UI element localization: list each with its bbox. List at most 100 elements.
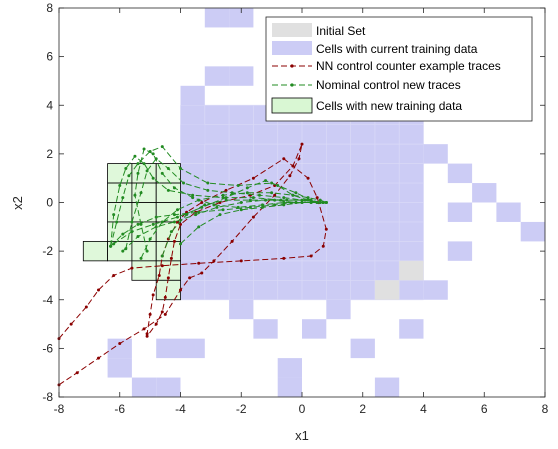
y-tick-label: 8	[46, 1, 53, 15]
nominal-trace-point	[197, 225, 201, 229]
nominal-trace-point	[130, 230, 134, 234]
nominal-trace-point	[300, 201, 304, 204]
nn-trace-point	[118, 342, 122, 346]
nominal-trace-line	[122, 199, 327, 252]
nn-trace-point	[69, 322, 73, 326]
nn-trace-point	[96, 356, 100, 360]
nn-trace-point	[163, 295, 167, 299]
nominal-trace-point	[160, 171, 164, 175]
nn-trace-point	[297, 157, 301, 161]
legend-label-nominal-traces: Nominal control new traces	[316, 78, 461, 92]
nn-trace-point	[179, 288, 182, 292]
legend: Initial Set Cells with current training …	[265, 16, 533, 122]
nn-trace-point	[251, 215, 255, 219]
nn-trace-point	[321, 244, 325, 248]
current-cell	[399, 319, 424, 339]
nn-trace-point	[154, 322, 158, 326]
nominal-trace-point	[276, 183, 280, 187]
current-cell	[107, 338, 132, 359]
nn-trace-line	[58, 158, 327, 339]
nn-trace-point	[179, 222, 182, 226]
nn-trace-point	[300, 142, 304, 146]
nominal-trace-line	[161, 199, 324, 257]
nominal-trace-point	[245, 186, 249, 190]
nominal-trace-point	[309, 201, 313, 204]
legend-swatch-initial-set	[272, 23, 312, 37]
nominal-trace-point	[142, 147, 146, 151]
nominal-trace-point	[145, 249, 149, 253]
nominal-trace-point	[318, 198, 322, 202]
nominal-trace-point	[166, 188, 170, 192]
nn-trace-point	[148, 312, 152, 316]
nominal-trace-point	[121, 196, 125, 200]
nominal-trace-point	[160, 254, 164, 258]
nominal-trace-point	[294, 191, 298, 195]
y-axis-ticks: 8 6 4 2 0 -2 -4 -6 -8	[42, 1, 545, 404]
initial-set-cells	[374, 260, 424, 300]
nominal-trace-point	[224, 198, 228, 202]
nominal-trace-point	[124, 166, 128, 170]
nominal-trace-point	[264, 179, 268, 183]
nominal-trace-point	[206, 188, 210, 192]
current-cell	[326, 299, 351, 320]
current-cell	[131, 377, 157, 397]
nominal-trace-point	[194, 213, 198, 217]
nominal-trace-point	[109, 244, 113, 248]
nominal-trace-line	[134, 148, 327, 252]
nominal-trace-point	[191, 193, 195, 197]
nn-trace-point	[239, 259, 243, 263]
nn-trace-point	[160, 264, 164, 268]
nn-trace-point	[172, 239, 176, 243]
legend-swatch-current-cells	[272, 41, 312, 55]
current-cell	[447, 202, 473, 222]
nn-trace-point	[112, 273, 116, 277]
nn-trace-point	[288, 174, 292, 178]
nominal-trace-point	[261, 203, 265, 207]
nn-trace-point	[145, 332, 149, 336]
nn-trace-point	[166, 276, 170, 280]
current-cell	[496, 202, 521, 222]
current-cell	[229, 299, 254, 320]
legend-label-nn-traces: NN control counter example traces	[316, 59, 501, 73]
x-tick-label: 4	[420, 402, 427, 416]
y-axis-label: x2	[10, 196, 25, 210]
new-training-cell	[107, 202, 133, 223]
nominal-trace-point	[315, 201, 319, 204]
x-tick-label: 0	[299, 402, 306, 416]
current-cell	[107, 358, 132, 378]
new-training-cell	[155, 182, 181, 203]
current-cell	[520, 221, 545, 242]
y-tick-label: -2	[42, 244, 53, 258]
nn-trace-point	[157, 273, 161, 277]
legend-marker-nominal-traces	[290, 83, 294, 87]
nominal-trace-point	[218, 213, 222, 217]
nn-trace-point	[212, 259, 216, 263]
legend-label-current-cells: Cells with current training data	[316, 42, 478, 56]
nominal-trace-point	[191, 196, 195, 200]
nominal-trace-point	[145, 169, 149, 173]
nominal-trace-point	[291, 193, 295, 197]
y-tick-label: 4	[46, 98, 53, 112]
x-tick-label: 6	[481, 402, 488, 416]
legend-swatch-new-cells	[271, 97, 313, 114]
new-training-cell	[155, 279, 181, 301]
current-cell	[350, 338, 375, 359]
initial-set-cell	[374, 280, 400, 300]
nominal-trace-point	[236, 205, 240, 209]
nominal-trace-line	[125, 157, 324, 249]
nominal-trace-point	[273, 198, 277, 202]
new-training-cell	[107, 163, 133, 184]
x-axis-ticks: -8 -6 -4 -2 0 2 4 6 8	[54, 8, 549, 416]
legend-label-initial-set: Initial Set	[316, 24, 366, 38]
nominal-trace-point	[236, 183, 240, 187]
nn-trace-point	[163, 312, 167, 316]
current-cell	[229, 8, 254, 28]
new-training-cell	[131, 240, 157, 262]
nominal-trace-point	[285, 198, 289, 202]
current-cell	[156, 338, 181, 359]
current-cell	[204, 8, 230, 28]
y-tick-label: -8	[42, 390, 53, 404]
nn-trace-point	[324, 227, 328, 231]
y-tick-label: -6	[42, 341, 53, 355]
